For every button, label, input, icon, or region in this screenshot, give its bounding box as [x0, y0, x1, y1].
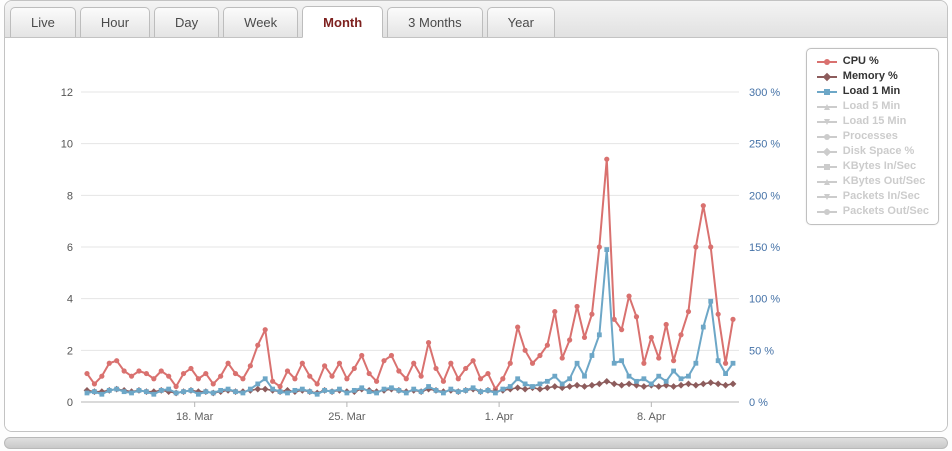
- legend-item-packets-in-sec[interactable]: Packets In/Sec: [816, 189, 929, 204]
- y-left-label: 10: [61, 139, 73, 151]
- tab-hour[interactable]: Hour: [79, 7, 151, 37]
- tab-week[interactable]: Week: [223, 7, 299, 37]
- series-cpu-pct: [84, 156, 736, 392]
- y-right-label: 250 %: [749, 139, 780, 151]
- legend-item-load-15-min[interactable]: Load 15 Min: [816, 114, 929, 129]
- y-right-label: 50 %: [749, 345, 774, 357]
- legend-label: Processes: [842, 130, 898, 142]
- x-axis-label: 25. Mar: [328, 411, 366, 423]
- tab-bar: Live Hour Day Week Month 3 Months Year: [5, 1, 947, 38]
- legend-item-memory-pct[interactable]: Memory %: [816, 69, 929, 84]
- y-right-label: 300 %: [749, 87, 780, 99]
- tab-day[interactable]: Day: [154, 7, 220, 37]
- legend-item-load-1-min[interactable]: Load 1 Min: [816, 84, 929, 99]
- legend-label: Load 5 Min: [842, 100, 901, 112]
- legend-label: Packets Out/Sec: [842, 205, 929, 217]
- memory-pct-marker-icon: [816, 72, 837, 81]
- x-axis-label: 8. Apr: [637, 411, 666, 423]
- legend-label: Disk Space %: [842, 145, 915, 157]
- tab-year[interactable]: Year: [486, 7, 555, 37]
- legend-item-disk-space-pct[interactable]: Disk Space %: [816, 144, 929, 159]
- x-axis-label: 18. Mar: [176, 411, 214, 423]
- y-right-label: 200 %: [749, 190, 780, 202]
- x-axis-label: 1. Apr: [485, 411, 514, 423]
- y-right-label: 0 %: [749, 397, 768, 409]
- legend-label: Load 1 Min: [842, 85, 901, 97]
- load-5-min-marker-icon: [816, 103, 837, 110]
- kbytes-in-sec-marker-icon: [816, 163, 837, 170]
- legend-item-load-5-min[interactable]: Load 5 Min: [816, 99, 929, 114]
- y-left-label: 2: [67, 345, 73, 357]
- y-left-label: 4: [67, 294, 73, 306]
- y-left-label: 8: [67, 190, 73, 202]
- legend-item-cpu-pct[interactable]: CPU %: [816, 54, 929, 69]
- y-left-label: 12: [61, 87, 73, 99]
- legend: CPU % Memory % Load 1 Min Load 5 Min Load 15…: [805, 48, 939, 225]
- legend-item-packets-out-sec[interactable]: Packets Out/Sec: [816, 204, 929, 219]
- legend-label: KBytes Out/Sec: [842, 175, 926, 187]
- tab-month[interactable]: Month: [302, 6, 384, 38]
- legend-item-processes[interactable]: Processes: [816, 129, 929, 144]
- processes-marker-icon: [816, 133, 837, 140]
- legend-label: Packets In/Sec: [842, 190, 920, 202]
- legend-label: KBytes In/Sec: [842, 160, 917, 172]
- legend-item-kbytes-in-sec[interactable]: KBytes In/Sec: [816, 159, 929, 174]
- legend-item-kbytes-out-sec[interactable]: KBytes Out/Sec: [816, 174, 929, 189]
- y-left-label: 6: [67, 242, 73, 254]
- legend-label: Load 15 Min: [842, 115, 907, 127]
- packets-in-sec-marker-icon: [816, 193, 837, 200]
- y-right-label: 150 %: [749, 242, 780, 254]
- tab-3-months[interactable]: 3 Months: [387, 7, 483, 37]
- cpu-pct-marker-icon: [816, 58, 837, 65]
- legend-label: Memory %: [842, 70, 898, 82]
- footer-bar: [4, 437, 948, 449]
- load-1-min-marker-icon: [816, 88, 837, 95]
- y-right-label: 100 %: [749, 294, 780, 306]
- y-left-label: 0: [67, 397, 73, 409]
- packets-out-sec-marker-icon: [816, 208, 837, 215]
- legend-label: CPU %: [842, 55, 879, 67]
- load-15-min-marker-icon: [816, 118, 837, 125]
- series-load-1-min: [84, 247, 736, 397]
- kbytes-out-sec-marker-icon: [816, 178, 837, 185]
- tab-live[interactable]: Live: [10, 7, 76, 37]
- disk-space-pct-marker-icon: [816, 147, 837, 156]
